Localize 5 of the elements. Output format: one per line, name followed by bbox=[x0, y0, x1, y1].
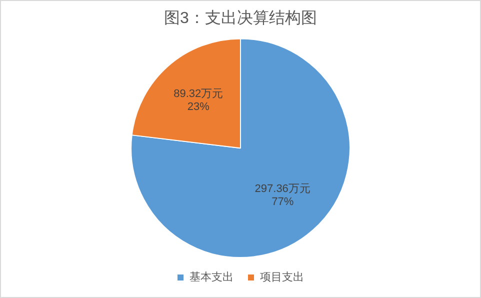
chart-title: 图3：支出决算结构图 bbox=[164, 9, 317, 28]
data-label: 297.36万元 77% bbox=[254, 183, 310, 208]
legend-label: 基本支出 bbox=[190, 270, 234, 284]
legend-label: 项目支出 bbox=[260, 270, 304, 284]
data-label: 89.32万元 23% bbox=[174, 88, 224, 114]
